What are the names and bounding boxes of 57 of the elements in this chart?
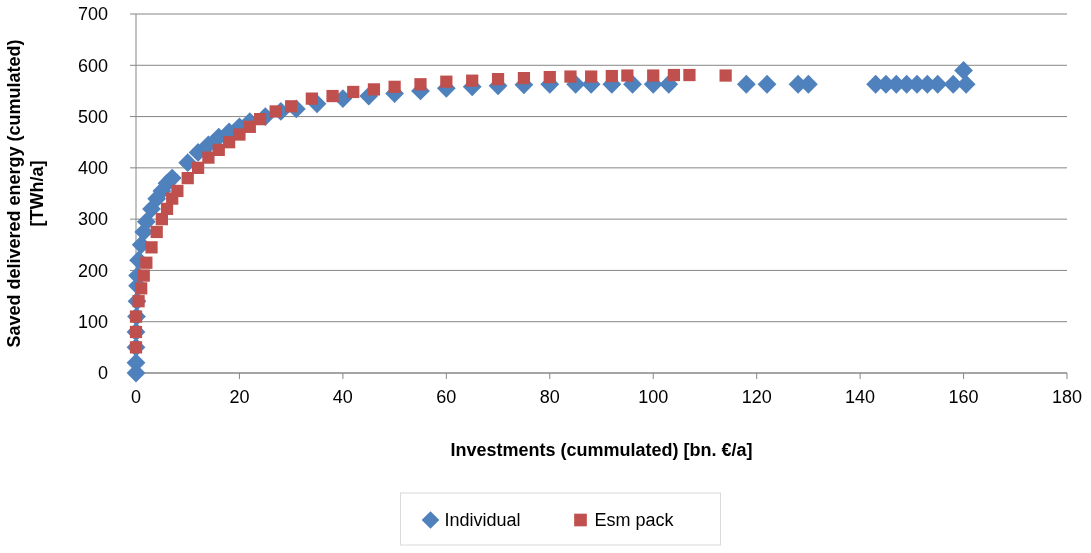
y-tick-label: 400 — [77, 158, 108, 179]
point — [414, 78, 427, 91]
x-tick-label: 100 — [638, 387, 669, 407]
point — [719, 69, 732, 82]
x-axis-title: Investments (cummulated) [bn. €/a] — [450, 440, 753, 460]
point — [736, 74, 756, 94]
y-tick-label: 0 — [97, 363, 108, 384]
legend-label: Esm pack — [594, 510, 675, 531]
point — [347, 85, 360, 99]
legend-label: Individual — [444, 510, 521, 531]
point — [269, 105, 282, 118]
point — [683, 68, 696, 82]
x-tick-label: 140 — [845, 387, 876, 407]
point — [605, 69, 618, 83]
x-tick-label: 40 — [332, 387, 353, 407]
point — [517, 71, 531, 85]
x-tick-label: 120 — [741, 387, 772, 407]
point — [135, 282, 148, 295]
point — [162, 168, 182, 188]
point — [171, 184, 184, 198]
y-tick-label: 500 — [77, 106, 108, 127]
point — [233, 128, 246, 141]
point — [202, 151, 215, 164]
point — [181, 171, 194, 185]
point — [150, 225, 163, 239]
point — [757, 74, 777, 94]
x-tick-label: 20 — [229, 387, 250, 407]
point — [667, 68, 681, 82]
point — [621, 69, 634, 82]
point — [326, 89, 339, 103]
x-tick-label: 160 — [948, 387, 979, 407]
x-tick-label: 0 — [130, 387, 142, 407]
point — [212, 143, 225, 157]
x-tick-label: 80 — [539, 387, 560, 407]
y-tick-label: 200 — [77, 260, 108, 281]
point — [491, 73, 505, 86]
point — [543, 70, 556, 84]
point — [585, 70, 598, 83]
y-tick-label: 300 — [77, 209, 108, 230]
point — [243, 120, 256, 133]
point — [145, 241, 158, 254]
point — [647, 69, 660, 82]
point — [191, 161, 205, 174]
point — [137, 269, 150, 282]
y-tick-label: 100 — [77, 312, 108, 333]
y-tick-label: 600 — [77, 55, 108, 76]
point — [956, 74, 976, 94]
y-tick-label: 700 — [77, 4, 108, 25]
point — [954, 61, 973, 80]
x-tick-label: 180 — [1051, 387, 1083, 407]
point — [466, 74, 479, 87]
point — [440, 75, 453, 88]
x-tick-label: 60 — [436, 387, 457, 407]
point — [388, 80, 401, 93]
point — [564, 70, 577, 83]
y-axis-title: Saved delivered energy (cumulated) [TWh/a] — [4, 39, 47, 348]
point — [140, 256, 153, 269]
